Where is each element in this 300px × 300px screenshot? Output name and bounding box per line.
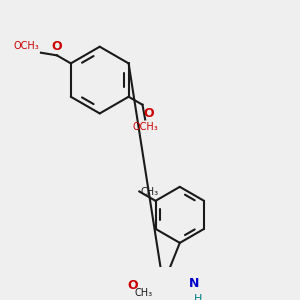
Text: CH₃: CH₃	[135, 288, 153, 298]
Text: O: O	[144, 107, 154, 120]
Text: CH₃: CH₃	[141, 187, 159, 196]
Text: OCH₃: OCH₃	[132, 122, 158, 132]
Text: O: O	[52, 40, 62, 53]
Text: O: O	[128, 279, 138, 292]
Text: OCH₃: OCH₃	[14, 41, 40, 51]
Text: H: H	[194, 294, 202, 300]
Text: N: N	[189, 277, 200, 290]
